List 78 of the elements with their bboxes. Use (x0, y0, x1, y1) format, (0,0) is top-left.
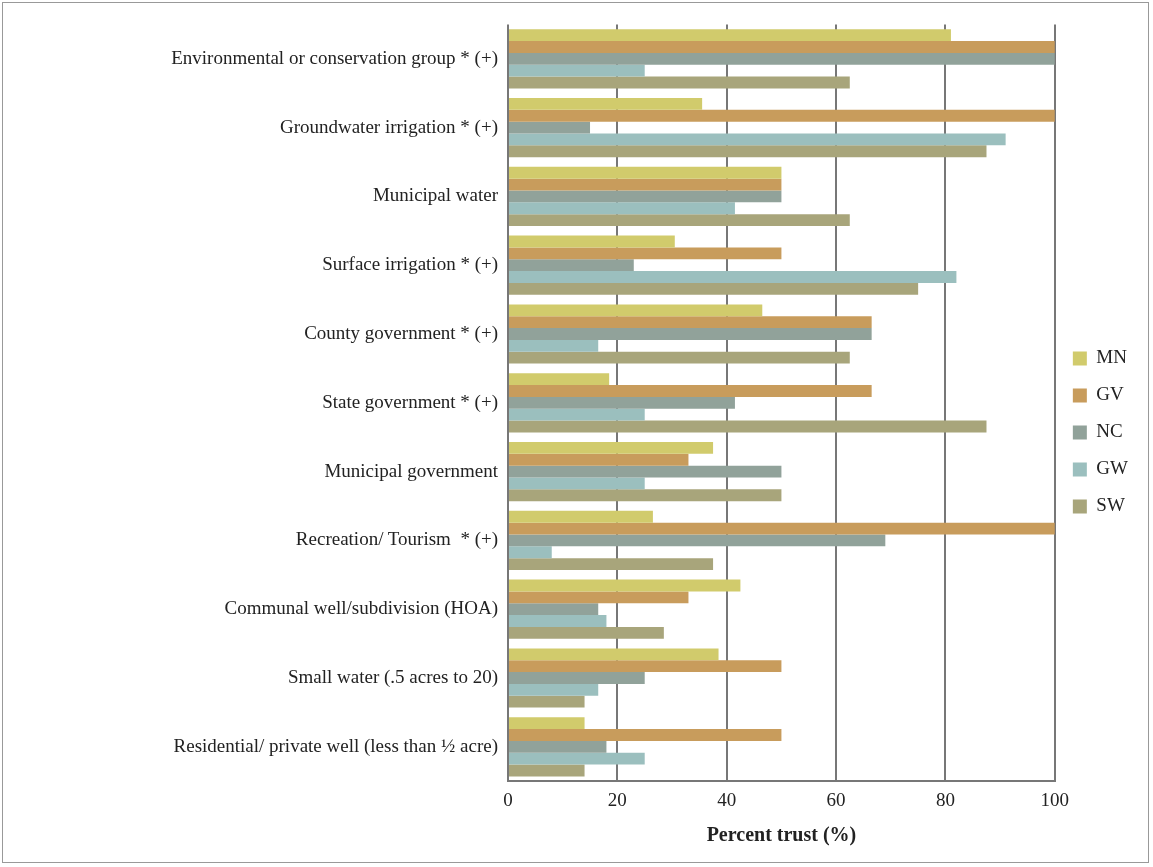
bar (509, 64, 645, 77)
x-tick-label: 80 (935, 788, 955, 810)
bar (509, 717, 585, 730)
bar (509, 304, 763, 317)
bar (509, 729, 782, 741)
bar (509, 202, 735, 215)
bar (509, 534, 886, 547)
y-tick-label: Communal well/subdivision (HOA) (224, 597, 498, 620)
bar (509, 558, 714, 570)
bar (509, 648, 719, 661)
bar (509, 98, 703, 110)
bar (509, 752, 645, 765)
bar (509, 477, 645, 490)
bar (509, 489, 782, 502)
bar (509, 672, 645, 684)
y-tick-label: Small water (.5 acres to 20) (288, 665, 498, 688)
bar (509, 41, 1055, 53)
y-tick-label: Groundwater irrigation * (+) (279, 115, 498, 138)
y-tick-label: Surface irrigation * (+) (322, 253, 498, 276)
legend-label: GW (1096, 457, 1129, 479)
x-axis-title: Percent trust (%) (706, 823, 857, 847)
y-tick-label: Recreation/ Tourism * (+) (295, 528, 498, 551)
legend-label: NC (1096, 420, 1123, 442)
bar (509, 121, 591, 134)
bar (509, 420, 987, 433)
x-tick-label: 40 (717, 788, 737, 810)
bar (509, 408, 645, 421)
bar (509, 145, 987, 158)
y-tick-label: Municipal water (372, 184, 499, 206)
bar (509, 660, 782, 673)
bar (509, 740, 607, 753)
bar (509, 546, 552, 559)
bar (509, 166, 782, 179)
x-tick-label: 0 (503, 788, 513, 810)
bar (509, 453, 689, 466)
bar (509, 76, 850, 89)
bar (509, 385, 872, 397)
bar (509, 465, 782, 478)
y-tick-label: County government * (+) (304, 321, 498, 344)
bar (509, 235, 675, 248)
bar (509, 271, 957, 283)
bar (509, 764, 585, 777)
bar (509, 683, 599, 696)
legend-label: GV (1096, 383, 1125, 405)
bar (509, 396, 735, 409)
bar (509, 133, 1006, 146)
y-tick-label: Residential/ private well (less than ½ acre) (173, 734, 498, 757)
bar (509, 442, 714, 454)
bar (509, 109, 1055, 122)
bar (509, 339, 599, 352)
bar (509, 591, 689, 604)
y-tick-label: State government * (+) (322, 390, 498, 413)
legend-label: MN (1096, 346, 1128, 368)
bar (509, 615, 607, 627)
bar (509, 247, 782, 260)
bar (509, 328, 872, 340)
bar (509, 316, 872, 329)
bar (509, 52, 1055, 65)
x-tick-label: 20 (607, 788, 627, 810)
bar (509, 214, 850, 226)
y-tick-label: Environmental or conservation group * (+) (171, 46, 498, 69)
bar (509, 626, 664, 639)
bar (509, 522, 1055, 535)
bar (509, 579, 741, 592)
bar (509, 373, 610, 386)
bar (509, 178, 782, 191)
bar (509, 259, 634, 272)
bar (509, 510, 653, 523)
bar (509, 282, 919, 295)
bar (509, 695, 585, 708)
bar (509, 603, 599, 616)
legend-label: SW (1096, 494, 1125, 516)
x-tick-label: 100 (1040, 788, 1070, 810)
x-tick-label: 60 (826, 788, 846, 810)
y-tick-label: Municipal government (324, 459, 499, 481)
bar (509, 190, 782, 203)
bar (509, 29, 951, 42)
bar (509, 351, 850, 364)
